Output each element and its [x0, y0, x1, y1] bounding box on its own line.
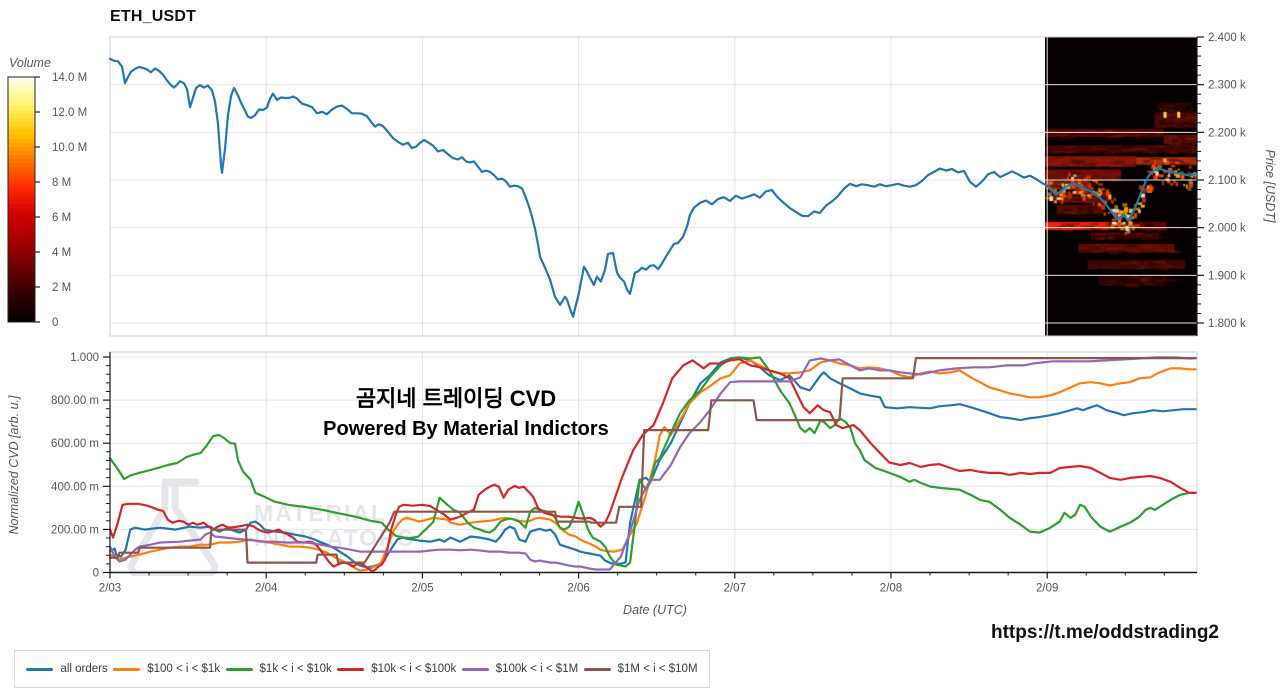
legend-item-5[interactable]: $1M < i < $10M — [583, 663, 698, 675]
volume-tick-label: 8 M — [52, 177, 71, 189]
legend-item-0[interactable]: all orders — [26, 663, 108, 675]
volume-tick-label: 10.0 M — [52, 142, 87, 154]
cvd-tick-label: 0 — [93, 568, 99, 580]
overlay-title: 곰지네 트레이딩 CVD — [355, 386, 557, 411]
volume-tick-label: 6 M — [52, 212, 71, 224]
price-tick-label: 2.400 k — [1208, 32, 1246, 44]
date-tick-label: 2/05 — [411, 583, 433, 595]
price-line — [108, 57, 1197, 318]
legend-item-2[interactable]: $1k < i < $10k — [225, 663, 332, 675]
price-tick-label: 2.000 k — [1208, 223, 1246, 235]
cvd-line--100k-i-1M — [108, 356, 1197, 571]
legend-label: all orders — [60, 663, 108, 675]
liquidity-heatmap[interactable] — [1045, 37, 1197, 336]
legend-item-1[interactable]: $100 < i < $1k — [113, 663, 220, 675]
cvd-tick-label: 400.00 m — [51, 481, 99, 493]
price-tick-label: 2.200 k — [1208, 127, 1246, 139]
date-tick-label: 2/08 — [880, 583, 902, 595]
cvd-tick-label: 800.00 m — [51, 395, 99, 407]
date-tick-label: 2/09 — [1036, 583, 1058, 595]
volume-tick-label: 0 — [52, 317, 58, 329]
legend-item-4[interactable]: $100k < i < $1M — [461, 663, 579, 675]
x-axis-label: Date (UTC) — [623, 603, 687, 617]
legend-label: $1M < i < $10M — [617, 663, 698, 675]
legend-swatch — [26, 667, 54, 671]
cvd-axis-title: Normalized CVD [arb. u.] — [7, 395, 21, 534]
cvd-tick-label: 1.000 — [70, 352, 99, 364]
price-axis-title: Price [USDT] — [1263, 150, 1277, 223]
overlay-subtitle: Powered By Material Indictors — [323, 418, 609, 440]
date-tick-label: 2/03 — [99, 583, 121, 595]
date-tick-label: 2/06 — [567, 583, 589, 595]
cvd-line--1M-i-10M — [108, 357, 1197, 564]
telegram-url[interactable]: https://t.me/oddstrading2 — [991, 622, 1219, 643]
cvd-line--10k-i-100k — [108, 358, 1197, 573]
legend: all orders $100 < i < $1k $1k < i < $10k $1… — [14, 650, 710, 688]
legend-label: $100k < i < $1M — [495, 663, 579, 675]
legend-label: $100 < i < $1k — [147, 663, 221, 675]
volume-colorbar-label: Volume — [9, 56, 51, 70]
cvd-tick-label: 200.00 m — [51, 524, 99, 536]
flask-icon — [127, 478, 219, 576]
watermark-line1: MATERIAL — [254, 500, 388, 526]
date-tick-label: 2/07 — [724, 583, 746, 595]
price-tick-label: 1.800 k — [1208, 318, 1246, 330]
volume-tick-label: 14.0 M — [52, 72, 87, 84]
legend-label: $10k < i < $100k — [371, 663, 457, 675]
price-tick-label: 1.900 k — [1208, 270, 1246, 282]
cvd-line--100-i-1k — [108, 359, 1197, 572]
price-tick-label: 2.100 k — [1208, 175, 1246, 187]
cvd-line--1k-i-10k — [108, 356, 1197, 568]
legend-swatch — [113, 667, 141, 671]
legend-swatch — [225, 667, 253, 671]
legend-swatch — [583, 667, 611, 671]
legend-label: $1k < i < $10k — [259, 663, 332, 675]
cvd-axis: 1.000 800.00 m 600.00 m 400.00 m 200.00 m 0 No… — [7, 352, 111, 580]
volume-colorbar: 14.0 M 12.0 M 10.0 M 8 M 6 M 4 M 2 M 0 — [7, 72, 87, 329]
volume-tick-label: 4 M — [52, 247, 71, 259]
legend-swatch — [337, 667, 365, 671]
price-tick-label: 2.300 k — [1208, 80, 1246, 92]
volume-tick-label: 12.0 M — [52, 107, 87, 119]
legend-swatch — [461, 667, 489, 671]
legend-item-3[interactable]: $10k < i < $100k — [337, 663, 456, 675]
cvd-chart[interactable] — [108, 351, 1198, 573]
page-title: ETH_USDT — [110, 8, 197, 25]
cvd-tick-label: 600.00 m — [51, 438, 99, 450]
date-tick-label: 2/04 — [255, 583, 278, 595]
price-chart[interactable] — [108, 36, 1198, 337]
date-axis: 2/03 2/04 2/05 2/06 2/07 2/08 2/09 — [99, 571, 1197, 595]
price-axis: 2.400 k 2.300 k 2.200 k 2.100 k 2.000 k 1.900… — [1196, 32, 1277, 336]
volume-tick-label: 2 M — [52, 282, 71, 294]
